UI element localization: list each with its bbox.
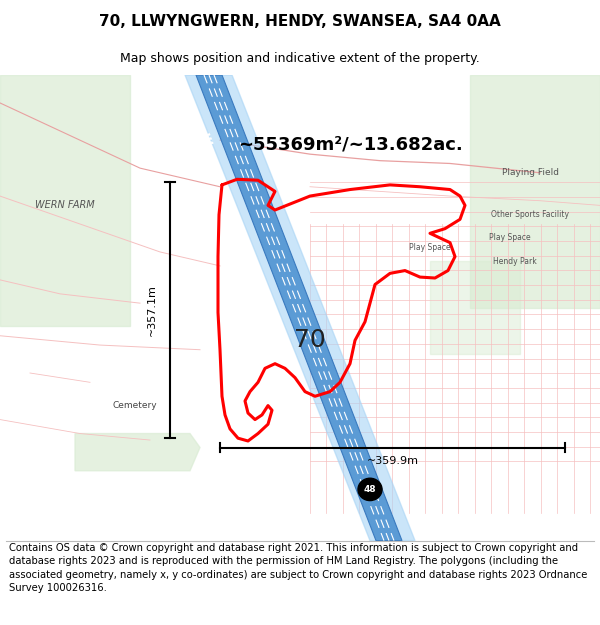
- Text: Contains OS data © Crown copyright and database right 2021. This information is : Contains OS data © Crown copyright and d…: [9, 543, 587, 592]
- Text: Hendy Park: Hendy Park: [493, 257, 537, 266]
- Circle shape: [358, 478, 382, 501]
- Text: 48: 48: [364, 485, 376, 494]
- Circle shape: [360, 480, 380, 499]
- Text: Play Space: Play Space: [409, 242, 451, 252]
- Polygon shape: [196, 75, 402, 541]
- Text: WERN FARM: WERN FARM: [35, 201, 95, 211]
- Polygon shape: [75, 434, 200, 471]
- Text: 70: 70: [294, 328, 326, 352]
- Polygon shape: [0, 75, 130, 326]
- Polygon shape: [470, 75, 600, 308]
- Text: M4: M4: [251, 346, 265, 362]
- Text: M4: M4: [223, 244, 236, 260]
- Text: Cemetery: Cemetery: [113, 401, 157, 410]
- Text: Other Sports Facility: Other Sports Facility: [491, 210, 569, 219]
- Text: 70, LLWYNGWERN, HENDY, SWANSEA, SA4 0AA: 70, LLWYNGWERN, HENDY, SWANSEA, SA4 0AA: [99, 14, 501, 29]
- Text: ~55369m²/~13.682ac.: ~55369m²/~13.682ac.: [238, 136, 463, 154]
- Text: Playing Field: Playing Field: [502, 168, 559, 177]
- Text: M4: M4: [199, 132, 212, 148]
- Text: Play Space: Play Space: [489, 234, 531, 242]
- Text: M4: M4: [278, 439, 292, 456]
- Polygon shape: [185, 75, 415, 541]
- Text: ~357.1m: ~357.1m: [147, 284, 157, 336]
- Text: Map shows position and indicative extent of the property.: Map shows position and indicative extent…: [120, 52, 480, 65]
- Polygon shape: [430, 261, 520, 354]
- Text: ~359.9m: ~359.9m: [367, 456, 419, 466]
